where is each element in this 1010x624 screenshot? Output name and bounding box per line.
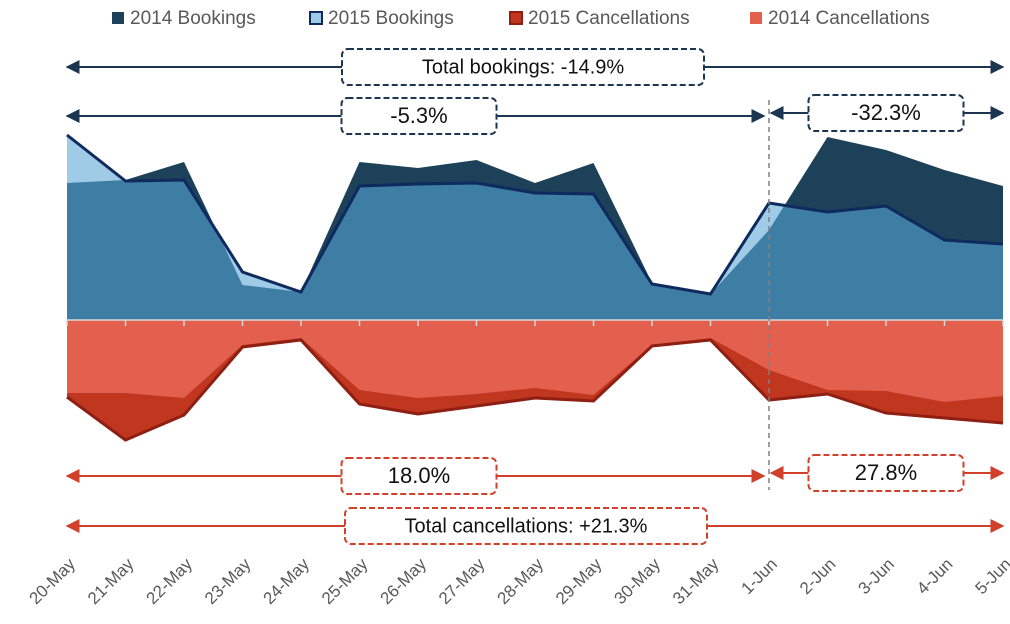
annotation-text: 18.0% bbox=[388, 463, 450, 488]
line-2015-cancellations bbox=[66, 338, 1004, 442]
legend-swatch bbox=[509, 11, 523, 25]
legend-swatch bbox=[112, 12, 124, 24]
annotation-box bbox=[340, 97, 498, 135]
annotation-text: -32.3% bbox=[851, 100, 921, 125]
legend-swatch bbox=[750, 12, 762, 24]
legend-label: 2014 Bookings bbox=[130, 8, 256, 29]
x-tick-label: 28-May bbox=[493, 554, 547, 608]
x-tick-label: 24-May bbox=[259, 554, 313, 608]
line-2015-bookings bbox=[66, 133, 1004, 296]
legend-label: 2014 Cancellations bbox=[768, 8, 930, 29]
x-tick-label: 29-May bbox=[552, 554, 606, 608]
x-tick-label: 5-Jun bbox=[971, 555, 1010, 599]
annotation-text: -5.3% bbox=[390, 103, 447, 128]
x-tick-label: 2-Jun bbox=[796, 555, 840, 599]
x-tick-label: 1-Jun bbox=[737, 555, 781, 599]
legend-label: 2015 Cancellations bbox=[528, 8, 690, 29]
legend-swatch bbox=[309, 11, 323, 25]
x-tick-label: 4-Jun bbox=[913, 555, 957, 599]
x-tick-label: 21-May bbox=[84, 554, 138, 608]
legend-label: 2015 Bookings bbox=[328, 8, 454, 29]
x-tick-label: 23-May bbox=[201, 554, 255, 608]
x-tick-label: 25-May bbox=[318, 554, 372, 608]
annotation-text: 27.8% bbox=[855, 460, 917, 485]
annotation-box bbox=[340, 457, 498, 495]
x-tick-label: 31-May bbox=[669, 554, 723, 608]
x-tick-label: 30-May bbox=[610, 554, 664, 608]
x-tick-label: 22-May bbox=[142, 554, 196, 608]
x-tick-label: 20-May bbox=[25, 554, 79, 608]
x-tick-label: 3-Jun bbox=[854, 555, 898, 599]
annotation-box bbox=[807, 454, 965, 492]
area-2014-cancellations bbox=[67, 320, 1003, 402]
x-tick-label: 27-May bbox=[435, 554, 489, 608]
annotation-box bbox=[344, 507, 708, 545]
x-tick-label: 26-May bbox=[376, 554, 430, 608]
annotation-text: Total cancellations: +21.3% bbox=[405, 515, 648, 537]
annotation-box bbox=[807, 94, 965, 132]
annotation-box bbox=[341, 48, 705, 86]
annotation-text: Total bookings: -14.9% bbox=[422, 56, 625, 78]
